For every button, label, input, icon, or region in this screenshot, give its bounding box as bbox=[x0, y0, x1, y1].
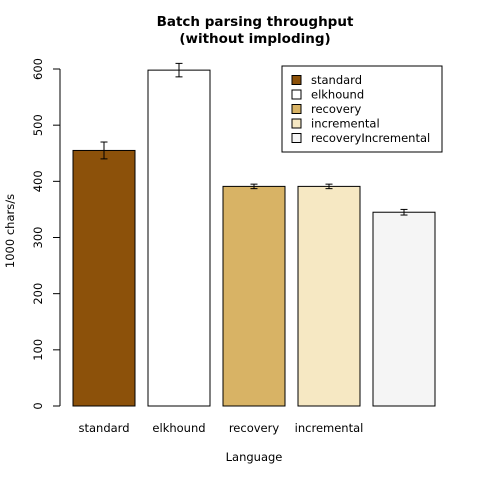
y-tick-label: 600 bbox=[31, 58, 45, 80]
legend-label-standard: standard bbox=[311, 73, 362, 87]
error-bar-standard bbox=[100, 141, 108, 160]
bar-standard bbox=[72, 149, 136, 407]
legend-box bbox=[281, 65, 443, 153]
y-axis: 0 100 200 300 400 500 600 bbox=[31, 58, 61, 410]
error-bar-incremental bbox=[325, 183, 333, 190]
legend-label-elkhound: elkhound bbox=[311, 88, 364, 102]
y-axis-label: 1000 chars/s bbox=[3, 194, 17, 268]
x-axis-labels: standard elkhound recovery incremental bbox=[78, 421, 363, 435]
x-tick-label-elkhound: elkhound bbox=[152, 421, 205, 435]
legend-label-incremental: incremental bbox=[311, 117, 380, 131]
bars bbox=[72, 62, 436, 407]
error-bar-recovery bbox=[250, 183, 258, 190]
y-tick-label: 500 bbox=[31, 114, 45, 136]
error-bar-recoveryIncremental bbox=[400, 208, 408, 216]
y-tick-label: 300 bbox=[31, 227, 45, 249]
legend-label-recoveryIncremental: recoveryIncremental bbox=[311, 131, 430, 145]
x-tick-label-recovery: recovery bbox=[229, 421, 280, 435]
bar-elkhound bbox=[147, 69, 211, 407]
legend-swatch-recovery bbox=[291, 104, 302, 114]
legend-label-recovery: recovery bbox=[311, 102, 362, 116]
y-tick-label: 0 bbox=[31, 402, 45, 409]
bar-recoveryIncremental bbox=[372, 211, 436, 407]
legend: standardelkhoundrecoveryincrementalrecov… bbox=[281, 65, 443, 153]
bar-recovery bbox=[222, 185, 286, 407]
y-tick-label: 200 bbox=[31, 283, 45, 305]
x-axis-label: Language bbox=[226, 450, 283, 464]
legend-swatch-elkhound bbox=[291, 89, 302, 100]
legend-swatch-incremental bbox=[291, 118, 302, 129]
bar-incremental bbox=[297, 185, 361, 407]
y-tick-label: 400 bbox=[31, 170, 45, 192]
y-tick-label: 100 bbox=[31, 339, 45, 361]
legend-swatch-standard bbox=[291, 75, 302, 85]
x-tick-label-standard: standard bbox=[78, 421, 129, 435]
legend-swatch-recoveryIncremental bbox=[291, 133, 302, 143]
chart-title-line-2: (without imploding) bbox=[179, 31, 330, 47]
chart-title-line-1: Batch parsing throughput bbox=[157, 14, 354, 30]
x-tick-label-incremental: incremental bbox=[295, 421, 364, 435]
error-bar-elkhound bbox=[175, 62, 183, 78]
